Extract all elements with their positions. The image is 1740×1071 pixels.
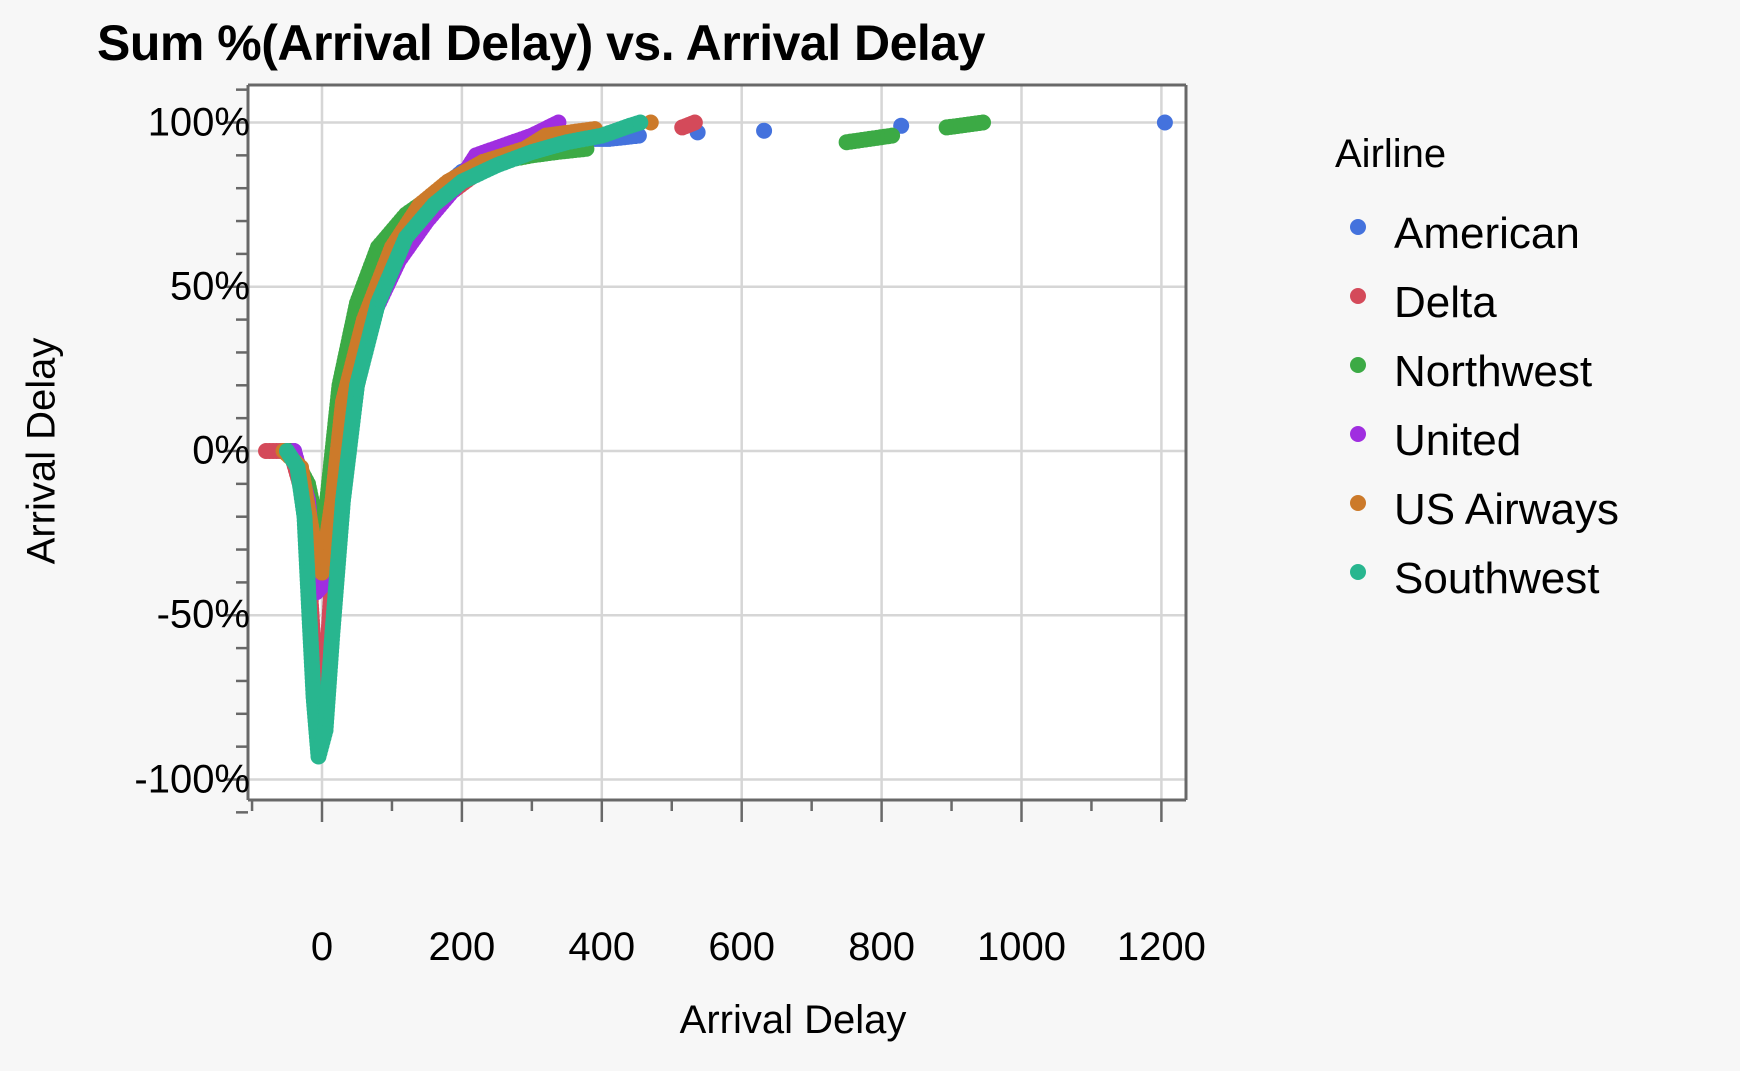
x-tick-label: 800	[848, 925, 915, 969]
dot-icon	[1350, 563, 1366, 580]
legend-label: Southwest	[1394, 553, 1600, 603]
legend-label: United	[1394, 415, 1522, 465]
dot-icon	[1350, 494, 1366, 511]
legend-label: US Airways	[1394, 484, 1619, 534]
legend-item-us-airways[interactable]: US Airways	[1335, 475, 1619, 544]
y-axis-label: Arrival Delay	[19, 337, 64, 565]
legend-item-american[interactable]: American	[1335, 199, 1619, 268]
x-tick-label: 600	[708, 925, 776, 969]
series-southwest	[279, 114, 649, 765]
legend-label: Northwest	[1394, 346, 1593, 396]
dot-icon	[1350, 287, 1366, 304]
y-tick-label: 0%	[192, 428, 250, 473]
y-tick-label: -50%	[156, 592, 250, 637]
legend: Airline American Delta Northwest United …	[1335, 132, 1619, 613]
dot-icon	[1350, 356, 1366, 373]
y-tick-label: 100%	[147, 100, 250, 144]
x-axis-label: Arrival Delay	[679, 998, 907, 1042]
gridlines	[248, 85, 1186, 800]
legend-label: Delta	[1394, 277, 1497, 327]
legend-label: American	[1394, 208, 1580, 258]
x-tick-label: 200	[428, 925, 496, 969]
legend-title: Airline	[1335, 132, 1447, 176]
dot-icon	[1350, 218, 1366, 235]
dot-icon	[1350, 425, 1366, 442]
axes-frame	[224, 83, 1188, 822]
plot-background	[248, 85, 1186, 800]
x-tick-label: 0	[310, 925, 334, 969]
y-tick-label: 50%	[169, 264, 250, 309]
x-tick-label: 400	[568, 925, 636, 969]
x-tick-label: 1200	[1116, 925, 1206, 969]
y-tick-label: -100%	[134, 757, 250, 801]
legend-item-northwest[interactable]: Northwest	[1335, 337, 1619, 406]
data-points	[258, 114, 1173, 765]
chart-title: Sum %(Arrival Delay) vs. Arrival Delay	[97, 15, 985, 71]
legend-item-united[interactable]: United	[1335, 406, 1619, 475]
x-tick-label: 1000	[977, 925, 1066, 969]
legend-item-southwest[interactable]: Southwest	[1335, 544, 1619, 613]
legend-item-delta[interactable]: Delta	[1335, 268, 1619, 337]
